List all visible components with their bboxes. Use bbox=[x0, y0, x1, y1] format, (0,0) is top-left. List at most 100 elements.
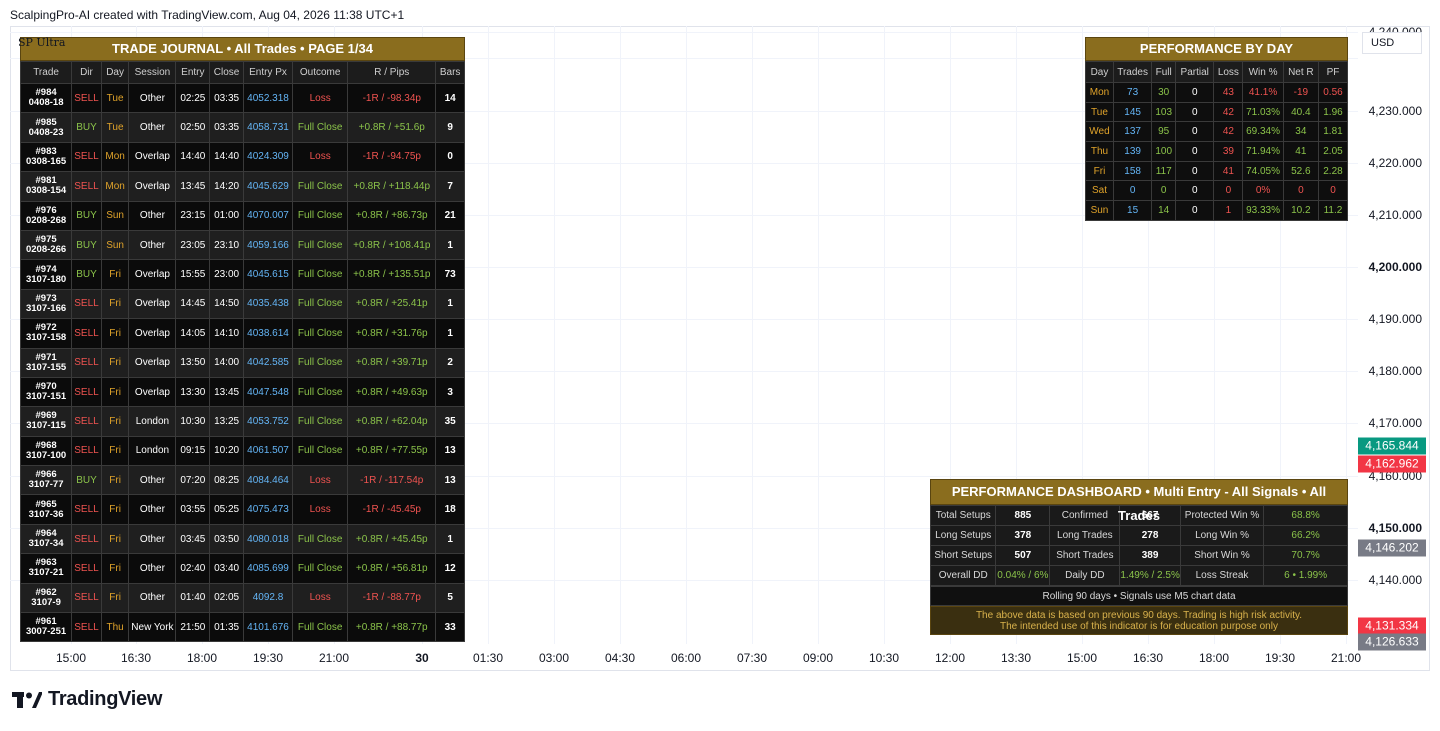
trade-row[interactable]: #983 0308-165 SELL Mon Overlap 14:40 14:40 4024… bbox=[19, 141, 465, 173]
trade-outcome: Full Close bbox=[292, 435, 349, 467]
trade-row[interactable]: #985 0408-23 BUY Tue Other 02:50 03:35 4058.731… bbox=[19, 112, 465, 143]
trade-row[interactable]: #974 3107-180 BUY Fri Overlap 15:55 23:00 4045.… bbox=[19, 259, 465, 290]
trade-row[interactable]: #976 0208-268 BUY Sun Other 23:15 01:00 4070.00… bbox=[19, 200, 465, 231]
trade-outcome: Loss bbox=[292, 141, 349, 173]
trade-session: Other bbox=[128, 229, 177, 261]
trade-day: Mon bbox=[100, 171, 130, 202]
performance-by-day-header-row: Day Trades Full Partial Loss Win % Net R PF bbox=[1085, 61, 1349, 83]
time-tick-label: 19:30 bbox=[252, 651, 284, 665]
tradingview-logo[interactable]: TradingView bbox=[12, 688, 162, 711]
trade-outcome: Full Close bbox=[292, 612, 349, 643]
trade-entry-time: 02:25 bbox=[175, 82, 211, 114]
trade-direction: BUY bbox=[71, 112, 102, 143]
time-axis[interactable]: 15:00 16:30 18:00 19:30 21:00 30 01:30 03:00 04:… bbox=[10, 644, 1361, 670]
trade-direction: BUY bbox=[71, 229, 102, 261]
trade-bars: 14 bbox=[435, 82, 465, 114]
trade-session: New York bbox=[128, 612, 177, 643]
trade-row[interactable]: #968 3107-100 SELL Fri London 09:15 10:20 4061.… bbox=[19, 435, 465, 467]
trade-row[interactable]: #963 3107-21 SELL Fri Other 02:40 03:40 4085.69… bbox=[19, 553, 465, 584]
time-tick-label: 16:30 bbox=[120, 651, 152, 665]
trade-outcome: Full Close bbox=[292, 229, 349, 261]
trade-row[interactable]: #981 0308-154 SELL Mon Overlap 13:45 14:20 4045… bbox=[19, 171, 465, 202]
day-net-r: 40.4 bbox=[1282, 101, 1319, 123]
trade-close-time: 01:00 bbox=[209, 200, 244, 231]
trade-row[interactable]: #970 3107-151 SELL Fri Overlap 13:30 13:45 4047… bbox=[19, 376, 465, 408]
trade-session: Overlap bbox=[128, 141, 177, 173]
trade-day: Sun bbox=[100, 229, 130, 261]
trade-direction: SELL bbox=[71, 171, 102, 202]
trade-row[interactable]: #975 0208-266 BUY Sun Other 23:05 23:10 4059.16… bbox=[19, 229, 465, 261]
trade-session: Other bbox=[128, 112, 177, 143]
trade-bars: 12 bbox=[435, 553, 465, 584]
trade-close-time: 01:35 bbox=[209, 612, 244, 643]
time-tick-label: 12:00 bbox=[934, 651, 966, 665]
price-axis[interactable]: 4,240.0004,230.0004,220.0004,210.0004,20… bbox=[1358, 25, 1430, 651]
trade-r-pips: +0.8R / +62.04p bbox=[347, 406, 437, 437]
trade-session: Other bbox=[128, 465, 177, 496]
performance-by-day-title: PERFORMANCE BY DAY bbox=[1085, 37, 1348, 61]
trade-bars: 1 bbox=[435, 523, 465, 555]
trade-ref: 3007-251 bbox=[25, 626, 67, 638]
time-tick-label: 16:30 bbox=[1132, 651, 1164, 665]
trade-r-pips: +0.8R / +77.55p bbox=[347, 435, 437, 467]
metric-value: 885 bbox=[995, 505, 1051, 526]
trade-direction: SELL bbox=[71, 82, 102, 114]
column-header: Trade bbox=[19, 61, 73, 84]
tradingview-logo-icon bbox=[12, 691, 42, 708]
trade-row[interactable]: #966 3107-77 BUY Fri Other 07:20 08:25 4084.464… bbox=[19, 465, 465, 496]
trade-row[interactable]: #964 3107-34 SELL Fri Other 03:45 03:50 4080.01… bbox=[19, 523, 465, 555]
trade-direction: SELL bbox=[71, 406, 102, 437]
metric-value: 1.49% / 2.5% bbox=[1119, 565, 1181, 586]
trade-entry-time: 23:05 bbox=[175, 229, 211, 261]
trade-day: Thu bbox=[100, 612, 130, 643]
metric-value: 6 • 1.99% bbox=[1263, 565, 1348, 586]
trade-session: Other bbox=[128, 494, 177, 525]
day-win-rate: 41.1% bbox=[1242, 82, 1284, 103]
trade-row[interactable]: #969 3107-115 SELL Fri London 10:30 13:25 4053.… bbox=[19, 406, 465, 437]
trade-day: Fri bbox=[100, 318, 130, 349]
grid-line-vertical bbox=[1016, 26, 1017, 644]
trade-close-time: 03:35 bbox=[209, 112, 244, 143]
day-partial: 0 bbox=[1175, 82, 1215, 103]
time-tick-label: 04:30 bbox=[604, 651, 636, 665]
day-full: 100 bbox=[1151, 141, 1177, 162]
trade-outcome: Full Close bbox=[292, 406, 349, 437]
trade-row[interactable]: #973 3107-166 SELL Fri Overlap 14:45 14:50 4035… bbox=[19, 288, 465, 320]
trade-entry-price: 4053.752 bbox=[242, 406, 294, 437]
price-tick-label: 4,170.000 bbox=[1368, 416, 1422, 430]
trade-entry-time: 02:50 bbox=[175, 112, 211, 143]
trade-id-cell: #963 3107-21 bbox=[19, 553, 73, 584]
price-tick-label: 4,200.000 bbox=[1368, 260, 1422, 274]
trade-entry-price: 4045.629 bbox=[242, 171, 294, 202]
trade-row[interactable]: #984 0408-18 SELL Tue Other 02:25 03:35 4052.31… bbox=[19, 82, 465, 114]
day-trades: 137 bbox=[1112, 121, 1153, 143]
metric-label: Long Win % bbox=[1179, 525, 1265, 546]
trade-id: #974 bbox=[35, 263, 57, 275]
grid-line-horizontal bbox=[10, 267, 1358, 268]
trade-session: Other bbox=[128, 553, 177, 584]
column-header: Partial bbox=[1175, 61, 1215, 83]
metric-value: 507 bbox=[995, 545, 1051, 566]
day-row: Fri 158 117 0 41 74.05% 52.6 2.28 bbox=[1085, 160, 1349, 182]
grid-line-vertical bbox=[620, 26, 621, 644]
trade-bars: 13 bbox=[435, 465, 465, 496]
price-marker-badge: 4,126.633 bbox=[1358, 633, 1426, 651]
trade-row[interactable]: #961 3007-251 SELL Thu New York 21:50 01:35 410… bbox=[19, 612, 465, 643]
trade-row[interactable]: #965 3107-36 SELL Fri Other 03:55 05:25 4075.47… bbox=[19, 494, 465, 525]
currency-selector[interactable]: USD bbox=[1362, 32, 1422, 54]
grid-line-vertical bbox=[488, 26, 489, 644]
trade-session: Other bbox=[128, 82, 177, 114]
trade-entry-price: 4085.699 bbox=[242, 553, 294, 584]
trade-id-cell: #971 3107-155 bbox=[19, 347, 73, 378]
day-profit-factor: 2.28 bbox=[1317, 160, 1349, 182]
trade-row[interactable]: #972 3107-158 SELL Fri Overlap 14:05 14:10 4038… bbox=[19, 318, 465, 349]
column-header: Loss bbox=[1213, 61, 1244, 83]
trade-row[interactable]: #971 3107-155 SELL Fri Overlap 13:50 14:00 4042… bbox=[19, 347, 465, 378]
day-partial: 0 bbox=[1175, 160, 1215, 182]
column-header: PF bbox=[1317, 61, 1349, 83]
trade-bars: 1 bbox=[435, 229, 465, 261]
trade-id-cell: #966 3107-77 bbox=[19, 465, 73, 496]
day-name: Wed bbox=[1085, 121, 1114, 143]
trade-row[interactable]: #962 3107-9 SELL Fri Other 01:40 02:05 4092.8 Lo… bbox=[19, 582, 465, 614]
day-loss: 0 bbox=[1213, 180, 1244, 202]
